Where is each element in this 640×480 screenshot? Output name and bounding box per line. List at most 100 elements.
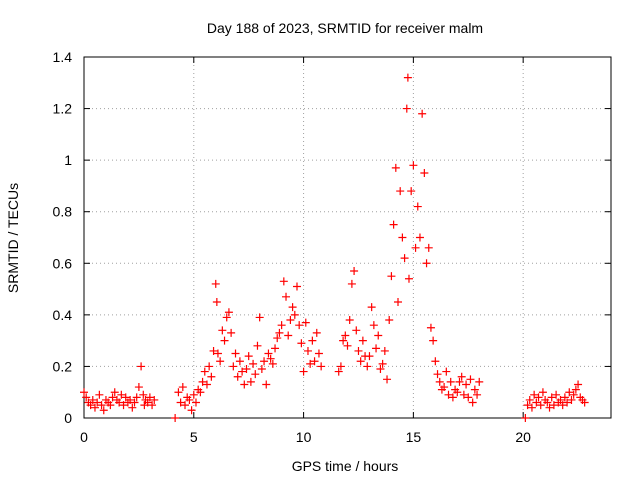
data-point — [545, 403, 554, 412]
data-point — [216, 357, 225, 366]
data-point — [93, 398, 102, 407]
data-point — [464, 393, 473, 402]
data-point — [424, 243, 433, 252]
data-point — [128, 403, 137, 412]
data-point — [288, 303, 297, 312]
data-point — [552, 390, 561, 399]
data-point — [222, 313, 231, 322]
data-point — [238, 367, 247, 376]
data-point — [365, 352, 374, 361]
data-point — [139, 390, 148, 399]
data-point — [420, 169, 429, 178]
data-point — [341, 331, 350, 340]
data-point — [442, 367, 451, 376]
axis-ticks: 0 5 10 15 20 0 0.2 0.4 0.6 0.8 1 1.2 1.4 — [53, 49, 611, 445]
data-point — [453, 388, 462, 397]
data-point — [224, 308, 233, 317]
data-point — [521, 414, 530, 422]
data-point — [440, 383, 449, 392]
data-point — [543, 398, 552, 407]
data-point — [187, 406, 196, 415]
data-point — [174, 388, 183, 397]
data-point — [314, 349, 323, 358]
data-point — [560, 393, 569, 402]
data-point — [301, 318, 310, 327]
y-axis-label: SRMTID / TECUs — [5, 183, 21, 293]
data-point — [148, 401, 157, 410]
data-point — [211, 279, 220, 288]
data-point — [372, 344, 381, 353]
data-point — [374, 331, 383, 340]
data-point — [110, 388, 119, 397]
data-point — [538, 388, 547, 397]
data-point — [446, 377, 455, 386]
data-point — [549, 401, 558, 410]
data-point — [268, 359, 277, 368]
data-point — [205, 362, 214, 371]
data-point — [376, 365, 385, 374]
data-point — [418, 109, 427, 118]
x-axis-label: GPS time / hours — [292, 458, 399, 474]
data-point — [196, 388, 205, 397]
data-point — [209, 346, 218, 355]
data-point — [290, 310, 299, 319]
data-point — [400, 254, 409, 263]
data-point — [178, 383, 187, 392]
y-tick-label: 1 — [64, 152, 72, 168]
data-point — [569, 390, 578, 399]
data-point — [229, 362, 238, 371]
data-point — [95, 390, 104, 399]
x-tick-label: 20 — [515, 429, 531, 445]
data-point — [220, 336, 229, 345]
data-point — [181, 401, 190, 410]
data-point — [426, 323, 435, 332]
data-point — [202, 380, 211, 389]
data-point — [86, 401, 95, 410]
y-tick-label: 0.8 — [53, 204, 73, 220]
data-point — [403, 73, 412, 82]
grid-lines — [84, 57, 611, 418]
data-point — [106, 401, 115, 410]
data-point — [262, 380, 271, 389]
data-point — [117, 390, 126, 399]
data-point — [231, 349, 240, 358]
data-point — [350, 267, 359, 276]
data-point — [145, 393, 154, 402]
data-point — [171, 414, 180, 422]
data-point — [398, 233, 407, 242]
data-point — [115, 398, 124, 407]
data-point — [132, 393, 141, 402]
data-point — [378, 359, 387, 368]
data-point — [213, 349, 222, 358]
data-point — [532, 398, 541, 407]
data-point — [339, 336, 348, 345]
data-point — [389, 220, 398, 229]
data-point — [134, 383, 143, 392]
data-point — [565, 388, 574, 397]
data-point — [367, 303, 376, 312]
data-point — [352, 326, 361, 335]
data-point — [150, 395, 159, 404]
data-point — [207, 372, 216, 381]
data-series — [80, 73, 589, 422]
data-point — [255, 313, 264, 322]
data-point — [218, 326, 227, 335]
data-point — [292, 282, 301, 291]
y-tick-label: 0.6 — [53, 255, 73, 271]
data-point — [547, 393, 556, 402]
data-point — [527, 403, 536, 412]
data-point — [88, 395, 97, 404]
data-point — [363, 362, 372, 371]
data-point — [415, 233, 424, 242]
data-point — [525, 395, 534, 404]
x-tick-label: 10 — [296, 429, 312, 445]
data-point — [523, 401, 532, 410]
data-point — [244, 352, 253, 361]
data-point — [275, 328, 284, 337]
data-point — [336, 362, 345, 371]
data-point — [435, 377, 444, 386]
data-point — [444, 390, 453, 399]
data-point — [308, 336, 317, 345]
data-point — [242, 365, 251, 374]
data-point — [286, 316, 295, 325]
